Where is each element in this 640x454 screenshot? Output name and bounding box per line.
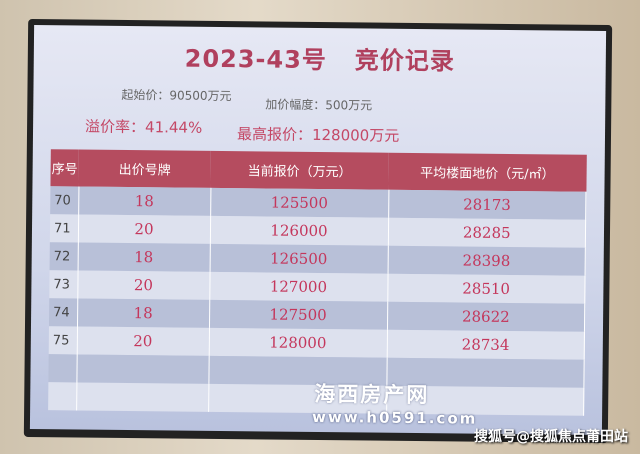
cell-price: 128000 [208,327,387,358]
cell-seq: 71 [49,214,79,243]
cell-bidder: 20 [76,326,209,356]
lot-code: 2023-43号 [184,44,328,75]
cell-bidder: 18 [78,186,211,216]
cell-price: 126000 [209,215,389,246]
bid-table: 序号 出价号牌 当前报价（万元） 平均楼面地价（元/㎡） 70 18 125500 2… [48,149,587,416]
empty-cell [48,354,77,383]
display-screen: 2023-43号 竞价记录 起始价：90500万元 加价幅度：500万元 溢价率：… [23,18,613,444]
cell-avg-price: 28285 [387,217,586,248]
header-seq: 序号 [50,149,79,187]
header-bidder: 出价号牌 [78,149,211,188]
highest-bid: 最高报价：128000万元 [236,125,400,145]
page-title: 2023-43号 竞价记录 [34,37,606,78]
auction-board: 2023-43号 竞价记录 起始价：90500万元 加价幅度：500万元 溢价率：… [29,25,607,435]
cell-price: 127500 [208,299,388,330]
cell-seq: 72 [49,242,78,271]
cell-seq: 73 [49,270,78,299]
empty-cell [76,382,209,412]
start-price: 起始价：90500万元 [121,87,232,104]
cell-bidder: 20 [77,214,211,244]
cell-price: 126500 [209,243,388,274]
source-credit: 搜狐号@搜狐焦点莆田站 [474,429,628,445]
cell-seq: 74 [48,298,78,327]
empty-cell [48,382,77,411]
cell-price: 127000 [209,271,388,302]
watermark-logo: 海西房产网 [314,381,430,408]
premium-rate: 溢价率：41.44% [84,117,203,137]
cell-bidder: 20 [77,270,210,300]
cell-avg-price: 28622 [386,301,585,332]
cell-bidder: 18 [77,242,210,272]
watermark-url: www.h0591.com [311,407,478,428]
header-price: 当前报价（万元） [210,150,389,190]
cell-avg-price: 28398 [387,245,586,276]
header-avg-price: 平均楼面地价（元/㎡） [388,152,587,192]
cell-seq: 70 [50,186,79,215]
cell-avg-price: 28734 [386,329,585,360]
cell-avg-price: 28173 [388,189,586,220]
cell-avg-price: 28510 [387,273,586,304]
cell-price: 125500 [210,187,389,218]
cell-seq: 75 [48,326,77,355]
title-text: 竞价记录 [354,46,456,76]
empty-cell [76,354,209,384]
increment: 加价幅度：500万元 [265,97,373,113]
cell-bidder: 18 [76,298,210,328]
